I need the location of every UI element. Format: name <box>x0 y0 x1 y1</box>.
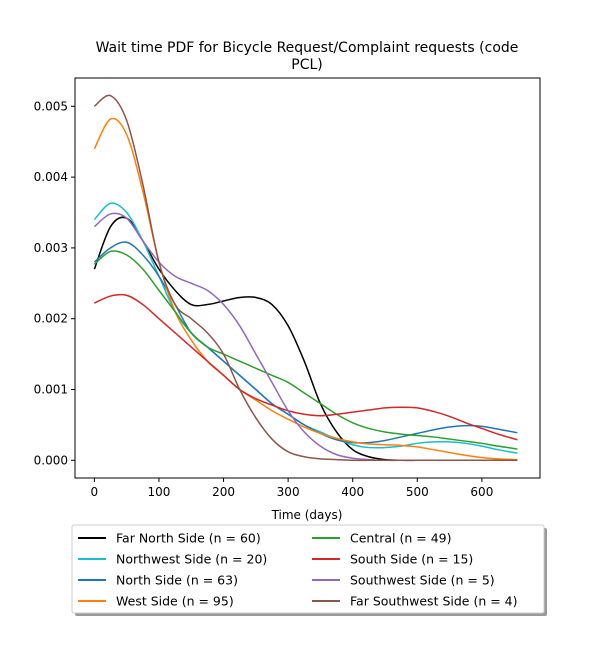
plot-frame <box>74 77 541 479</box>
x-tick-label: 200 <box>212 485 235 499</box>
x-tick-label: 500 <box>406 485 429 499</box>
series-line-5 <box>94 293 518 441</box>
legend-label: Far Southwest Side (n = 4) <box>350 594 518 609</box>
legend-label: South Side (n = 15) <box>350 552 473 567</box>
series-line-7 <box>93 94 518 462</box>
legend-label: Central (n = 49) <box>350 531 452 546</box>
y-tick-label: 0.002 <box>34 312 68 326</box>
y-axis: 0.000 0.001 0.002 0.003 0.004 0.005 <box>34 99 75 467</box>
x-tick-label: 400 <box>341 485 364 499</box>
legend-label: Northwest Side (n = 20) <box>116 552 267 567</box>
legend: Far North Side (n = 60) Northwest Side (n… <box>71 524 547 616</box>
y-tick-label: 0.005 <box>34 99 68 113</box>
y-tick-label: 0.004 <box>34 170 68 184</box>
chart-title-line-2: PCL) <box>291 57 322 73</box>
series-line-4 <box>93 250 518 450</box>
plot-lines <box>93 94 518 462</box>
x-tick-label: 100 <box>148 485 171 499</box>
series-line-0 <box>93 216 518 462</box>
x-tick-label: 600 <box>470 485 493 499</box>
x-axis: 0 100 200 300 400 500 600 <box>91 478 493 499</box>
x-tick-label: 300 <box>277 485 300 499</box>
x-tick-label: 0 <box>91 485 99 499</box>
y-tick-label: 0.001 <box>34 383 68 397</box>
x-axis-label: Time (days) <box>271 508 343 522</box>
legend-label: North Side (n = 63) <box>116 573 238 588</box>
y-tick-label: 0.003 <box>34 241 68 255</box>
legend-box <box>71 524 545 614</box>
legend-label: Southwest Side (n = 5) <box>350 573 495 588</box>
chart-title-line-1: Wait time PDF for Bicycle Request/Compla… <box>96 40 519 56</box>
series-line-6 <box>93 212 518 462</box>
series-line-1 <box>93 202 518 454</box>
legend-label: Far North Side (n = 60) <box>116 531 261 546</box>
series-line-2 <box>93 241 518 444</box>
y-tick-label: 0.000 <box>34 453 68 467</box>
legend-label: West Side (n = 95) <box>116 594 234 609</box>
